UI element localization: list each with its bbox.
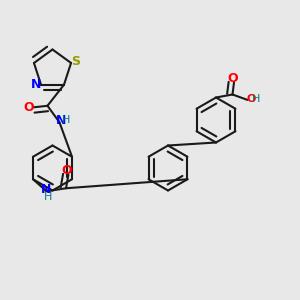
- Text: S: S: [71, 55, 80, 68]
- Text: N: N: [31, 78, 41, 91]
- Text: O: O: [61, 164, 72, 177]
- Text: O: O: [246, 94, 256, 104]
- Text: O: O: [227, 72, 238, 85]
- Text: H: H: [252, 94, 261, 104]
- Text: N: N: [56, 114, 66, 127]
- Text: N: N: [41, 183, 52, 196]
- Text: O: O: [24, 101, 34, 114]
- Text: H: H: [62, 115, 70, 125]
- Text: H: H: [44, 192, 52, 202]
